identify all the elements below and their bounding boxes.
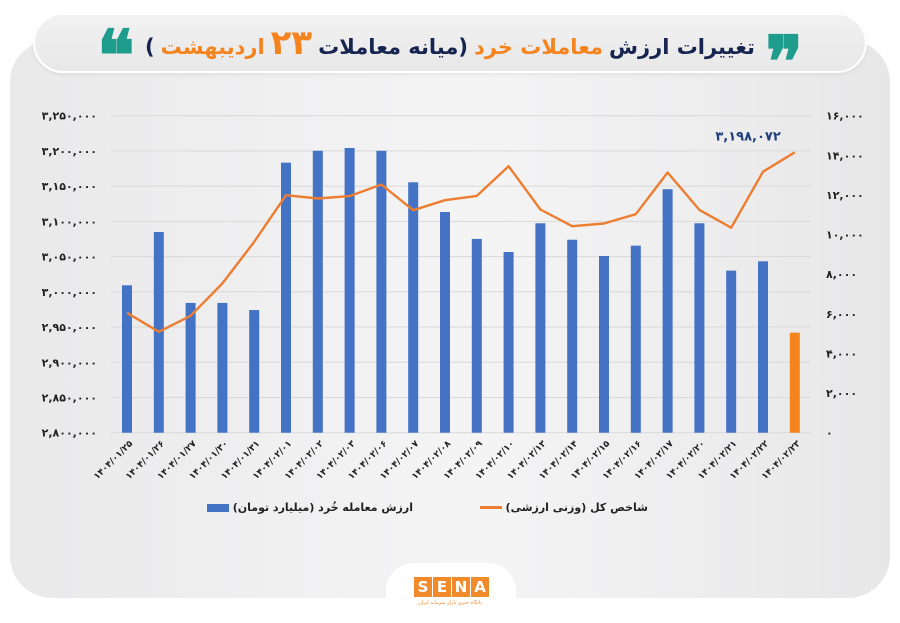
- right-axis-tick: ۱۲,۰۰۰: [826, 189, 864, 202]
- left-axis-tick: ۲,۹۵۰,۰۰۰: [42, 321, 97, 334]
- bar: [185, 302, 196, 433]
- page-title: تغییرات ارزش معاملات خرد (میانه معاملات …: [145, 23, 755, 63]
- bar: [503, 252, 514, 433]
- chart-legend: شاخص کل (وزنی ارزشی) ارزش معامله خُرد (م…: [0, 501, 900, 521]
- right-axis-tick: ۱۶,۰۰۰: [826, 110, 864, 123]
- bar: [630, 245, 641, 433]
- left-axis-tick: ۳,۲۰۰,۰۰۰: [42, 145, 97, 158]
- left-axis-tick: ۳,۰۵۰,۰۰۰: [42, 251, 97, 264]
- index-line: [126, 151, 796, 333]
- title-month: اردیبهشت: [160, 35, 265, 59]
- title-banner: ❞ تغییرات ارزش معاملات خرد (میانه معاملا…: [33, 13, 867, 97]
- line-swatch-icon: [479, 506, 502, 509]
- right-axis-tick: ۱۰,۰۰۰: [826, 229, 864, 242]
- legend-label-index: شاخص کل (وزنی ارزشی): [505, 501, 648, 514]
- bar: [249, 310, 260, 433]
- bar: [726, 270, 737, 433]
- logo-letter: S: [414, 577, 432, 597]
- legend-item-value: ارزش معامله خُرد (میلیارد تومان): [206, 501, 413, 514]
- left-axis-tick: ۳,۱۰۰,۰۰۰: [42, 215, 97, 228]
- bar: [599, 255, 609, 433]
- bar: [789, 332, 800, 433]
- logo-letter: E: [433, 577, 451, 597]
- left-axis-tick: ۳,۲۵۰,۰۰۰: [42, 110, 97, 123]
- right-axis-tick: ۲,۰۰۰: [826, 387, 857, 400]
- right-axis-tick: ۰: [826, 427, 833, 440]
- open-quote-icon: ❞: [765, 20, 803, 103]
- legend-label-value: ارزش معامله خُرد (میلیارد تومان): [232, 501, 413, 514]
- close-quote-icon: ❝: [97, 14, 135, 97]
- bar: [567, 239, 578, 433]
- bar: [694, 223, 705, 433]
- title-part-1: تغییرات ارزش: [609, 35, 755, 59]
- legend-item-index: شاخص کل (وزنی ارزشی): [479, 501, 648, 514]
- left-axis-tick: ۲,۹۰۰,۰۰۰: [42, 356, 97, 369]
- logo-letter: A: [471, 577, 489, 597]
- right-axis-tick: ۶,۰۰۰: [826, 308, 857, 321]
- sena-logo: S E N A: [414, 577, 489, 597]
- logo-letter: N: [452, 577, 470, 597]
- bar: [217, 302, 228, 433]
- bar: [758, 261, 768, 433]
- left-axis-tick: ۳,۰۰۰,۰۰۰: [42, 286, 97, 299]
- bar: [312, 150, 323, 433]
- title-part-3: (میانه معاملات: [318, 35, 468, 59]
- last-value-annotation: ۳,۱۹۸,۰۷۲: [715, 129, 780, 144]
- combo-chart: ۲,۸۰۰,۰۰۰ ۲,۸۵۰,۰۰۰ ۲,۹۰۰,۰۰۰ ۲,۹۵۰,۰۰۰ ۳,۰۰…: [42, 110, 864, 482]
- title-day-number: ۲۳: [270, 23, 313, 63]
- bar: [281, 162, 291, 433]
- bar: [122, 285, 132, 433]
- title-part-6: ): [145, 35, 155, 59]
- left-axis-tick: ۲,۸۰۰,۰۰۰: [42, 427, 97, 440]
- bar: [376, 150, 387, 433]
- left-axis-tick: ۳,۱۵۰,۰۰۰: [42, 180, 97, 193]
- bar: [408, 182, 419, 433]
- bar: [440, 211, 450, 433]
- right-axis-tick: ۱۴,۰۰۰: [826, 149, 864, 162]
- bar: [535, 223, 546, 433]
- logo-tab: [386, 563, 516, 623]
- bar-swatch-icon: [206, 503, 229, 512]
- bar: [662, 189, 673, 433]
- left-axis-tick: ۲,۸۵۰,۰۰۰: [42, 391, 97, 404]
- bar: [471, 238, 482, 433]
- right-axis-tick: ۸,۰۰۰: [826, 268, 857, 281]
- title-part-2: معاملات خرد: [473, 35, 604, 59]
- logo-subtitle: پایگاه خبری بازار سرمایه ایران: [418, 600, 482, 606]
- right-axis-tick: ۴,۰۰۰: [826, 347, 857, 360]
- bar: [344, 147, 355, 433]
